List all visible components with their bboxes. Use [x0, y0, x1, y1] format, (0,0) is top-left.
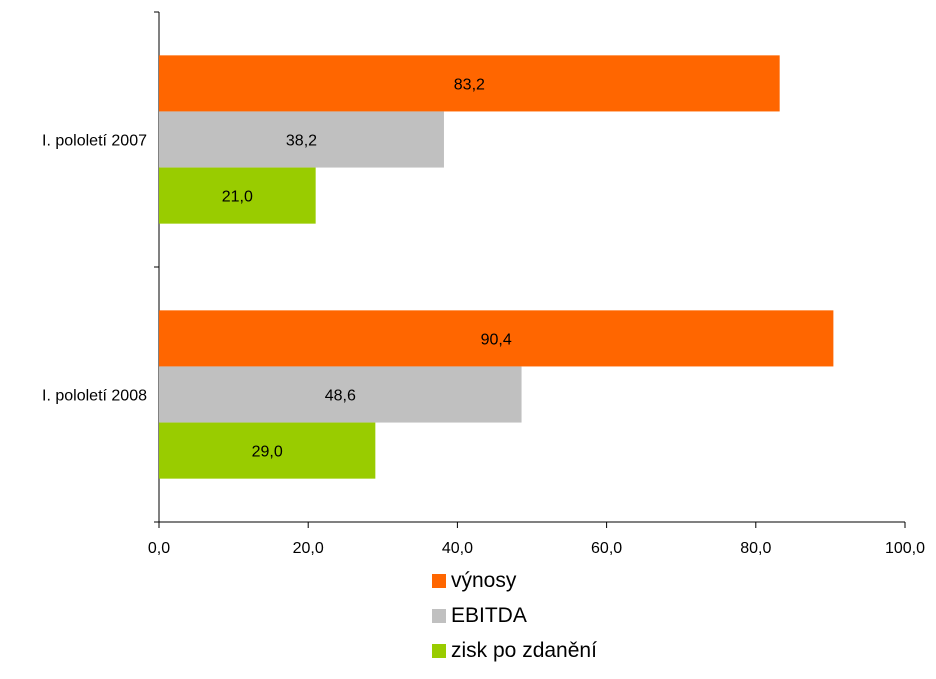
x-tick-label: 0,0: [148, 540, 170, 557]
legend-item-zisk: zisk po zdanění: [432, 636, 597, 665]
legend: výnosy EBITDA zisk po zdanění: [432, 566, 597, 671]
legend-item-ebitda: EBITDA: [432, 601, 597, 630]
x-tick-label: 20,0: [293, 540, 324, 557]
legend-label-vynosy: výnosy: [451, 568, 517, 592]
bar: [159, 366, 522, 423]
x-tick-label: 60,0: [591, 540, 622, 557]
legend-label-ebitda: EBITDA: [451, 603, 527, 627]
bar: [159, 111, 444, 168]
legend-item-vynosy: výnosy: [432, 566, 597, 595]
x-tick-label: 100,0: [885, 540, 925, 557]
bar-chart: 0,0 20,0 40,0 60,0 80,0 100,0 I. pololetí 2007…: [42, 11, 925, 557]
bar: [159, 167, 316, 224]
legend-swatch-ebitda: [432, 608, 446, 623]
legend-label-zisk: zisk po zdanění: [451, 638, 597, 662]
x-tick-label: 80,0: [740, 540, 771, 557]
data-label: 48,6: [325, 388, 356, 405]
bar: [159, 310, 834, 367]
legend-swatch-zisk: [432, 643, 446, 658]
data-label: 21,0: [222, 189, 253, 206]
data-label: 38,2: [286, 133, 317, 150]
data-label: 83,2: [454, 76, 485, 93]
category-label: I. pololetí 2008: [42, 388, 147, 405]
bar: [159, 55, 780, 112]
legend-swatch-vynosy: [432, 573, 446, 588]
data-label: 29,0: [252, 444, 283, 461]
data-label: 90,4: [481, 331, 512, 348]
x-tick-label: 40,0: [442, 540, 473, 557]
bar: [159, 422, 376, 479]
category-label: I. pololetí 2007: [42, 133, 147, 150]
